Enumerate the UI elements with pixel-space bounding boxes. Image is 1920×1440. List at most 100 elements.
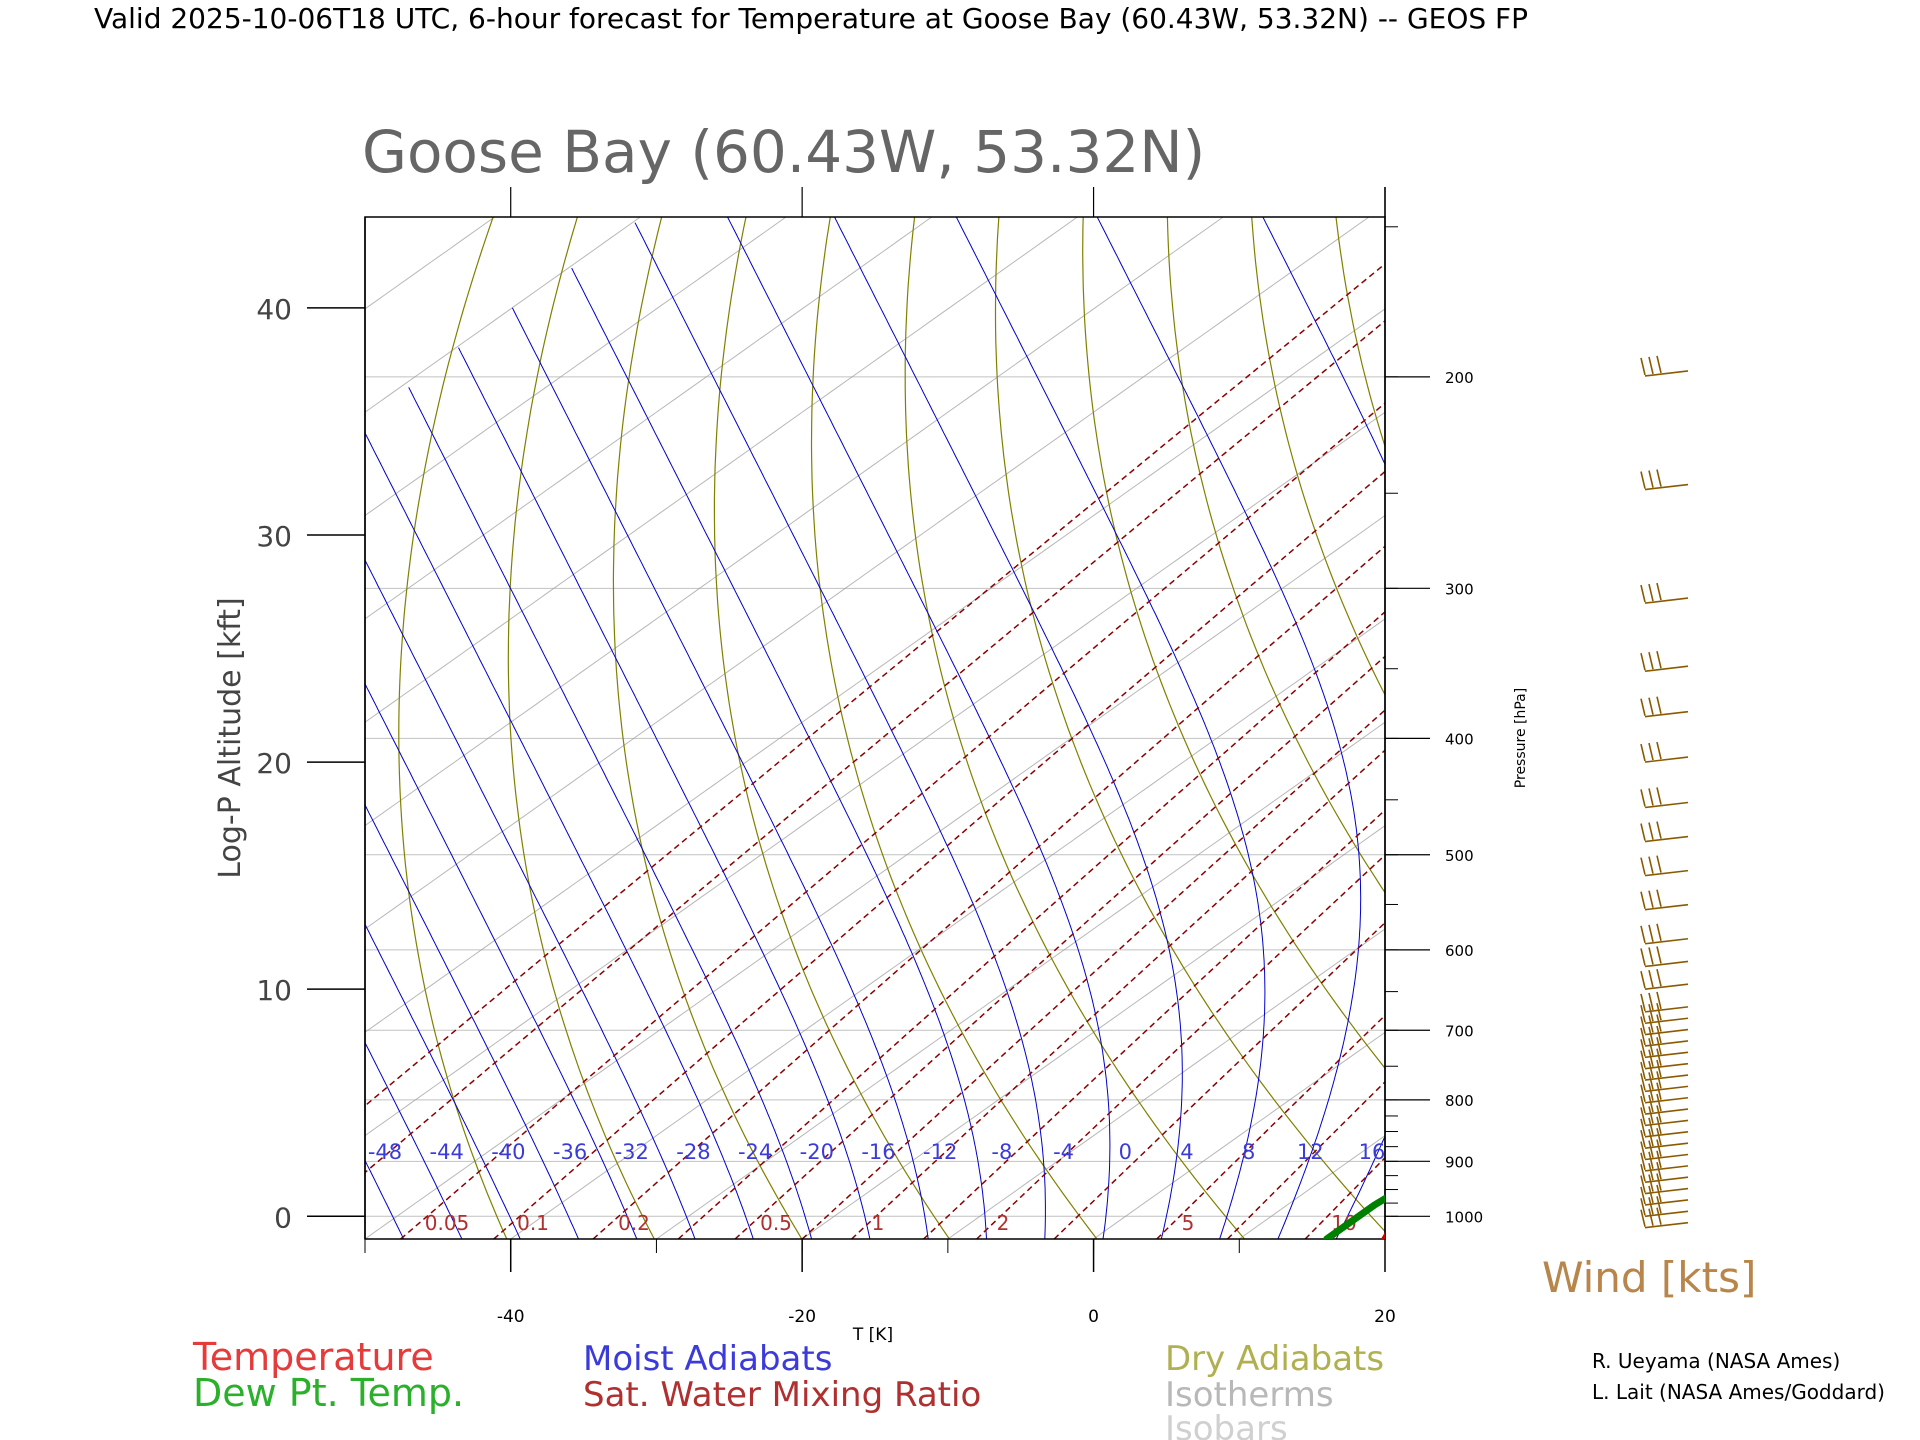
dry-adiabat-line: [810, 217, 1098, 1239]
dry-adiabat-line: [1420, 217, 1920, 1239]
dry-adiabat-line: [904, 217, 1245, 1239]
mixing-ratio-line: [400, 402, 1385, 1239]
wind-barb: [1640, 1105, 1689, 1127]
mixing-ratio-label: 0.5: [760, 1211, 792, 1235]
credit-line-2: L. Lait (NASA Ames/Goddard): [1592, 1380, 1885, 1404]
wind-barb: [1640, 582, 1689, 604]
dry-adiabat-line: [1335, 217, 1385, 449]
isotherm-line: [365, 217, 641, 413]
moist-adiabat-label: -28: [676, 1140, 710, 1164]
wind-barb: [1640, 355, 1689, 377]
dewpoint-profile: [1323, 1194, 1385, 1239]
moist-adiabat-label: 16: [1359, 1140, 1386, 1164]
mixing-ratio-line: [1304, 1156, 1385, 1239]
isotherm-line: [1676, 217, 1920, 1239]
legend-moist-adiabats: Moist Adiabats: [583, 1339, 832, 1379]
wind-barb: [1640, 1048, 1689, 1070]
wind-barb: [1640, 1127, 1689, 1149]
wind-barb: [1640, 1162, 1689, 1184]
moist-adiabat-label: -16: [861, 1140, 895, 1164]
moist-adiabat-label: 12: [1297, 1140, 1324, 1164]
y2-axis-label: Pressure [hPa]: [1513, 688, 1529, 788]
wind-barb: [1640, 1014, 1689, 1036]
wind-barb: [1640, 1139, 1689, 1161]
wind-barb: [1640, 1173, 1689, 1195]
moist-adiabat-label: -44: [430, 1140, 464, 1164]
isotherm-line: [1093, 1031, 1385, 1239]
plot-title: Goose Bay (60.43W, 53.32N): [362, 118, 1205, 186]
mixing-ratio-line: [677, 610, 1385, 1239]
isotherm-line: [365, 217, 1370, 930]
pressure-tick-label: 1000: [1445, 1208, 1483, 1226]
moist-adiabat-label: -32: [615, 1140, 649, 1164]
moist-adiabat-label: 8: [1242, 1140, 1255, 1164]
header-title: Valid 2025-10-06T18 UTC, 6-hour forecast…: [94, 2, 1528, 35]
mixing-ratio-line: [1226, 1080, 1385, 1239]
wind-barb: [1640, 1184, 1689, 1206]
isotherm-line: [0, 217, 203, 1239]
moist-adiabat-label: 4: [1180, 1140, 1193, 1164]
moist-adiabat-label: -12: [923, 1140, 957, 1164]
pressure-tick-label: 200: [1445, 369, 1474, 387]
wind-barb: [1640, 1116, 1689, 1138]
legend-isotherms: Isotherms: [1165, 1375, 1334, 1415]
isotherm-line: [0, 217, 349, 1239]
moist-adiabat-label: -4: [1053, 1140, 1074, 1164]
dry-adiabat-line: [713, 217, 950, 1239]
dry-adiabat-line: [1505, 217, 1920, 1239]
wind-barb: [1640, 1150, 1689, 1172]
pressure-tick-label: 300: [1445, 580, 1474, 598]
moist-adiabat-label: 0: [1119, 1140, 1132, 1164]
legend-mixing-ratio: Sat. Water Mixing Ratio: [583, 1375, 981, 1415]
x-tick-label: 0: [1088, 1307, 1099, 1327]
wind-barb: [1640, 1207, 1689, 1229]
pressure-tick-label: 400: [1445, 730, 1474, 748]
dry-adiabat-line: [1251, 217, 1385, 697]
wind-barb: [1640, 968, 1689, 990]
mixing-ratio-line: [851, 749, 1385, 1239]
mixing-ratio-line: [365, 262, 1385, 1107]
moist-adiabat-line: [634, 222, 1046, 1239]
dry-adiabat-line: [1758, 217, 1920, 1239]
wind-barb: [1640, 1071, 1689, 1093]
credit-line-1: R. Ueyama (NASA Ames): [1592, 1349, 1840, 1373]
mixing-ratio-label: 0.1: [517, 1211, 549, 1235]
wind-barb: [1640, 991, 1689, 1013]
mixing-ratio-line: [923, 809, 1385, 1239]
mixing-ratio-label: 0.2: [618, 1211, 650, 1235]
moist-adiabat-line: [458, 347, 871, 1239]
y-tick-label: 20: [256, 747, 292, 780]
x-axis-label: T [K]: [852, 1325, 893, 1345]
moist-adiabat-line: [955, 217, 1266, 1239]
dry-adiabat-line: [1082, 217, 1385, 1070]
dry-adiabat-line: [507, 217, 655, 1239]
x-tick-label: -20: [788, 1307, 816, 1327]
wind-barb: [1640, 469, 1689, 491]
x-tick-label: 20: [1374, 1307, 1396, 1327]
isotherm-line: [365, 217, 787, 517]
dry-adiabat-line: [1166, 217, 1385, 894]
wind-barb: [1640, 1196, 1689, 1218]
mixing-ratio-label: 1: [872, 1211, 885, 1235]
isotherm-line: [510, 618, 1385, 1239]
moist-adiabat-line: [365, 803, 579, 1239]
y-tick-label: 10: [256, 974, 292, 1007]
mixing-ratio-label: 2: [997, 1211, 1010, 1235]
y-tick-label: 40: [256, 293, 292, 326]
mixing-ratio-line: [1397, 217, 1920, 1239]
wind-title: Wind [kts]: [1542, 1253, 1756, 1302]
wind-barb: [1640, 821, 1689, 843]
isotherm-line: [365, 217, 932, 620]
moist-adiabat-label: -40: [491, 1140, 525, 1164]
dry-adiabat-line: [612, 217, 803, 1239]
pressure-tick-label: 800: [1445, 1092, 1474, 1110]
legend-dewpoint: Dew Pt. Temp.: [193, 1371, 464, 1415]
isotherm-line: [365, 411, 1385, 1137]
legend-isobars: Isobars: [1165, 1409, 1288, 1440]
mixing-ratio-line: [1053, 921, 1385, 1239]
mixing-ratio-line: [1156, 1014, 1385, 1239]
mixing-ratio-line: [592, 545, 1385, 1239]
wind-barb: [1640, 1093, 1689, 1115]
moist-adiabat-line: [365, 558, 696, 1239]
